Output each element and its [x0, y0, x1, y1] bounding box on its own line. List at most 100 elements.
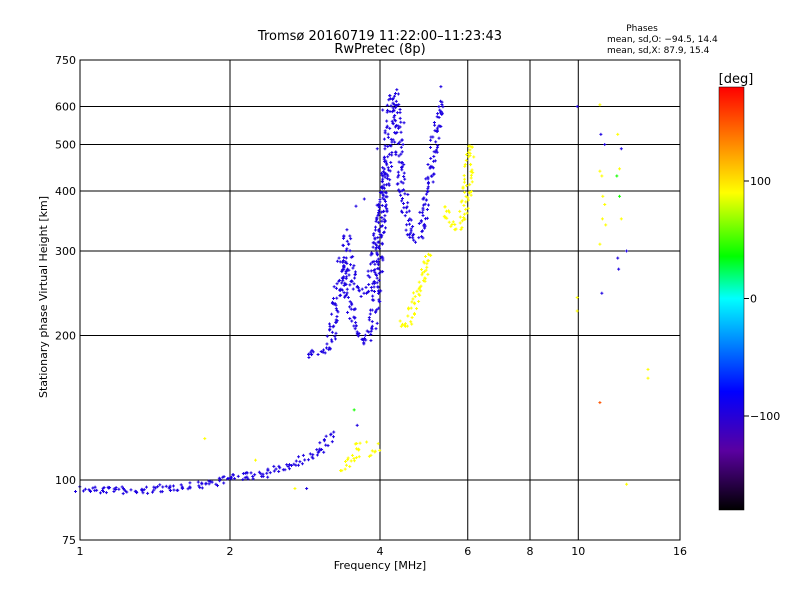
- data-point: [599, 132, 603, 136]
- data-point: [367, 330, 371, 334]
- data-point: [615, 174, 619, 178]
- data-point: [380, 190, 384, 194]
- data-point: [112, 489, 116, 493]
- data-point: [464, 153, 468, 157]
- data-point: [460, 226, 464, 230]
- data-point: [408, 235, 412, 239]
- data-point: [334, 303, 338, 307]
- data-point: [462, 216, 466, 220]
- data-point: [460, 199, 464, 203]
- data-point: [352, 408, 356, 412]
- data-point: [81, 489, 85, 493]
- data-point: [197, 484, 201, 488]
- data-point: [350, 319, 354, 323]
- data-point: [351, 266, 355, 270]
- data-point: [266, 475, 270, 479]
- data-point: [424, 177, 428, 181]
- data-point: [374, 225, 378, 229]
- data-point: [399, 120, 403, 124]
- data-point: [339, 287, 343, 291]
- data-point: [310, 348, 314, 352]
- data-point: [617, 267, 621, 271]
- data-point: [469, 170, 473, 174]
- data-point: [381, 270, 385, 274]
- data-point: [207, 479, 211, 483]
- data-point: [338, 278, 342, 282]
- data-point: [342, 255, 346, 259]
- data-point: [411, 291, 415, 295]
- data-point: [435, 115, 439, 119]
- data-point: [444, 209, 448, 213]
- data-point: [426, 272, 430, 276]
- data-point: [397, 160, 401, 164]
- data-point: [425, 265, 429, 269]
- data-point: [401, 322, 405, 326]
- data-point: [93, 485, 97, 489]
- data-point: [334, 286, 338, 290]
- data-point: [274, 467, 278, 471]
- data-point: [403, 214, 407, 218]
- data-point: [379, 256, 383, 260]
- data-point: [268, 471, 272, 475]
- data-point: [598, 401, 602, 405]
- data-point: [396, 124, 400, 128]
- data-point: [287, 467, 291, 471]
- data-point: [461, 185, 465, 189]
- data-point: [421, 271, 425, 275]
- data-point: [370, 251, 374, 255]
- data-point: [245, 475, 249, 479]
- data-point: [616, 256, 620, 260]
- data-point: [340, 288, 344, 292]
- data-point: [427, 203, 431, 207]
- data-point: [343, 467, 347, 471]
- data-point: [373, 237, 377, 241]
- data-point: [277, 470, 281, 474]
- data-point: [383, 144, 387, 148]
- data-point: [463, 177, 467, 181]
- data-point: [332, 430, 336, 434]
- data-point: [431, 135, 435, 139]
- data-point: [367, 282, 371, 286]
- data-point: [342, 234, 346, 238]
- data-point: [429, 145, 433, 149]
- data-point: [424, 268, 428, 272]
- data-point: [463, 190, 467, 194]
- data-point: [462, 204, 466, 208]
- plot-marks: [74, 85, 650, 496]
- data-point: [386, 155, 390, 159]
- data-point: [402, 206, 406, 210]
- data-point: [386, 166, 390, 170]
- data-point: [387, 152, 391, 156]
- data-point: [329, 433, 333, 437]
- data-point: [367, 454, 371, 458]
- data-point: [395, 111, 399, 115]
- data-point: [422, 222, 426, 226]
- data-point: [369, 253, 373, 257]
- data-point: [411, 236, 415, 240]
- stats-line-o: mean, sd,O: −94.5, 14.4: [607, 35, 718, 45]
- data-point: [377, 204, 381, 208]
- data-point: [405, 205, 409, 209]
- data-point: [89, 490, 93, 494]
- data-point: [233, 477, 237, 481]
- data-point: [151, 490, 155, 494]
- data-point: [382, 137, 386, 141]
- data-point: [443, 215, 447, 219]
- data-point: [390, 110, 394, 114]
- data-point: [357, 288, 361, 292]
- data-point: [453, 223, 457, 227]
- data-point: [426, 187, 430, 191]
- data-point: [421, 236, 425, 240]
- data-point: [374, 327, 378, 331]
- colorbar-ticks: 100 0 −100: [744, 175, 780, 423]
- data-point: [409, 306, 413, 310]
- data-point: [294, 463, 298, 467]
- data-point: [112, 487, 116, 491]
- data-point: [368, 275, 372, 279]
- data-point: [292, 462, 296, 466]
- data-point: [646, 376, 650, 380]
- colorbar: [718, 86, 745, 511]
- data-point: [470, 180, 474, 184]
- data-point: [417, 292, 421, 296]
- data-point: [403, 177, 407, 181]
